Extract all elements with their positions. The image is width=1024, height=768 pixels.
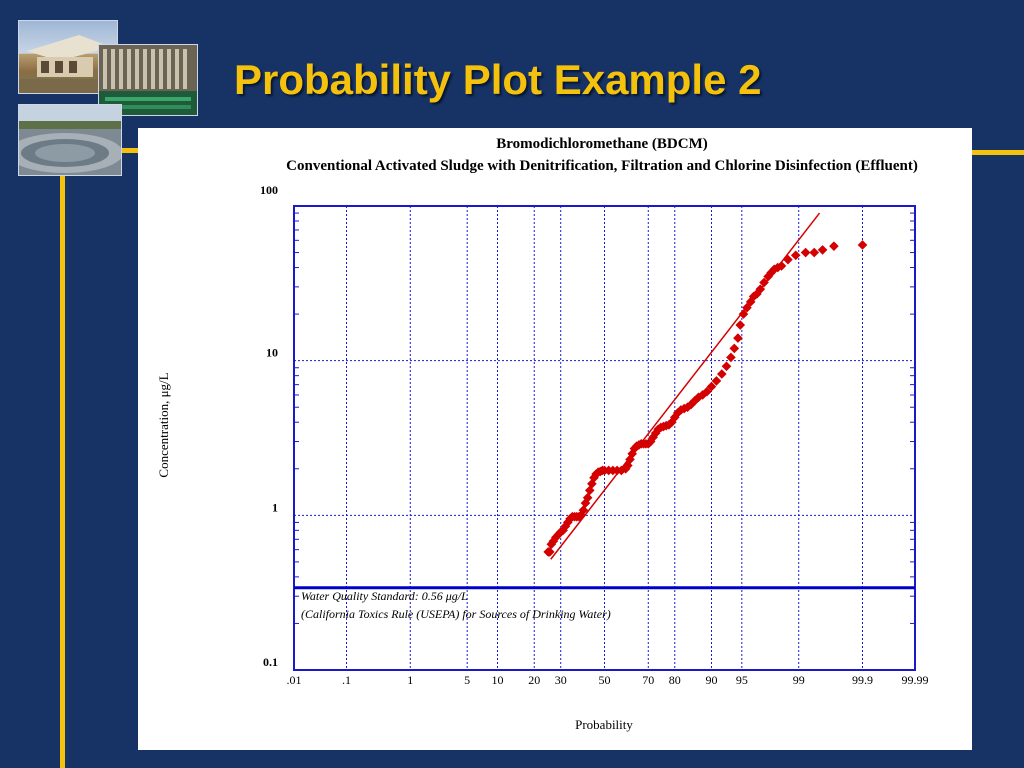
x-tick-label: .1 (342, 673, 351, 687)
data-point (829, 241, 839, 251)
chart-panel: Bromodichloromethane (BDCM) Conventional… (138, 128, 972, 750)
y-tick-labels: 0.1 1 10 100 (260, 183, 278, 669)
data-point (809, 247, 820, 258)
reference-line-label: Water Quality Standard: 0.56 μg/L (301, 589, 468, 603)
x-tick-label: 1 (407, 673, 413, 687)
x-tick-label: 90 (705, 673, 717, 687)
chart-title: Bromodichloromethane (BDCM) (496, 136, 708, 152)
y-tick-label: 0.1 (263, 655, 278, 669)
data-point (711, 376, 722, 386)
tanks-image (19, 105, 121, 173)
data-point (729, 343, 740, 354)
probability-plot: Bromodichloromethane (BDCM) Conventional… (156, 136, 929, 732)
frame-line-horizontal-left (120, 148, 140, 153)
y-axis-label: Concentration, μg/L (156, 372, 171, 477)
x-axis-label: Probability (575, 717, 633, 732)
data-point (726, 352, 736, 363)
photo-screens (98, 44, 198, 116)
data-point (544, 547, 555, 557)
data-point (738, 309, 749, 319)
data-point (817, 245, 828, 255)
x-tick-label: 10 (492, 673, 504, 687)
plot-frame (293, 205, 916, 671)
building-image (19, 35, 117, 93)
data-point (800, 247, 811, 258)
x-tick-label: 99.99 (902, 673, 929, 687)
data-point (783, 254, 793, 265)
data-point (733, 333, 743, 343)
x-tick-label: 5 (464, 673, 470, 687)
data-point (776, 261, 787, 271)
slide-title: Probability Plot Example 2 (234, 56, 762, 103)
x-tick-label: 30 (555, 673, 567, 687)
data-point (735, 320, 746, 330)
frame-line-horizontal-right (972, 150, 1024, 155)
data-point (702, 386, 712, 397)
photo-tanks (18, 104, 122, 176)
y-tick-label: 1 (272, 500, 278, 514)
x-tick-label: 99 (793, 673, 805, 687)
x-tick-label: 50 (599, 673, 611, 687)
x-tick-label: 99.9 (852, 673, 873, 687)
x-tick-label: 70 (642, 673, 654, 687)
data-point (578, 505, 589, 515)
reference-line-note: (California Toxics Rule (USEPA) for Sour… (301, 607, 611, 621)
data-points (543, 240, 868, 557)
x-tick-label: 20 (528, 673, 540, 687)
data-point (706, 381, 717, 392)
frame-line-vertical (60, 120, 65, 768)
data-point (716, 369, 727, 379)
data-point (759, 277, 769, 288)
x-tick-label: .01 (287, 673, 302, 687)
y-tick-label: 100 (260, 183, 278, 197)
data-point (857, 240, 868, 250)
x-tick-label: 95 (736, 673, 748, 687)
chart-subtitle: Conventional Activated Sludge with Denit… (286, 158, 918, 174)
plot-border (293, 205, 916, 671)
data-point (721, 361, 732, 372)
grid (294, 206, 915, 670)
data-point (755, 284, 766, 294)
x-tick-labels: .01 .1 1 5 10 20 30 50 70 80 90 95 99 99.9 99.99 (287, 673, 929, 687)
y-tick-label: 10 (266, 346, 278, 360)
x-tick-label: 80 (669, 673, 681, 687)
